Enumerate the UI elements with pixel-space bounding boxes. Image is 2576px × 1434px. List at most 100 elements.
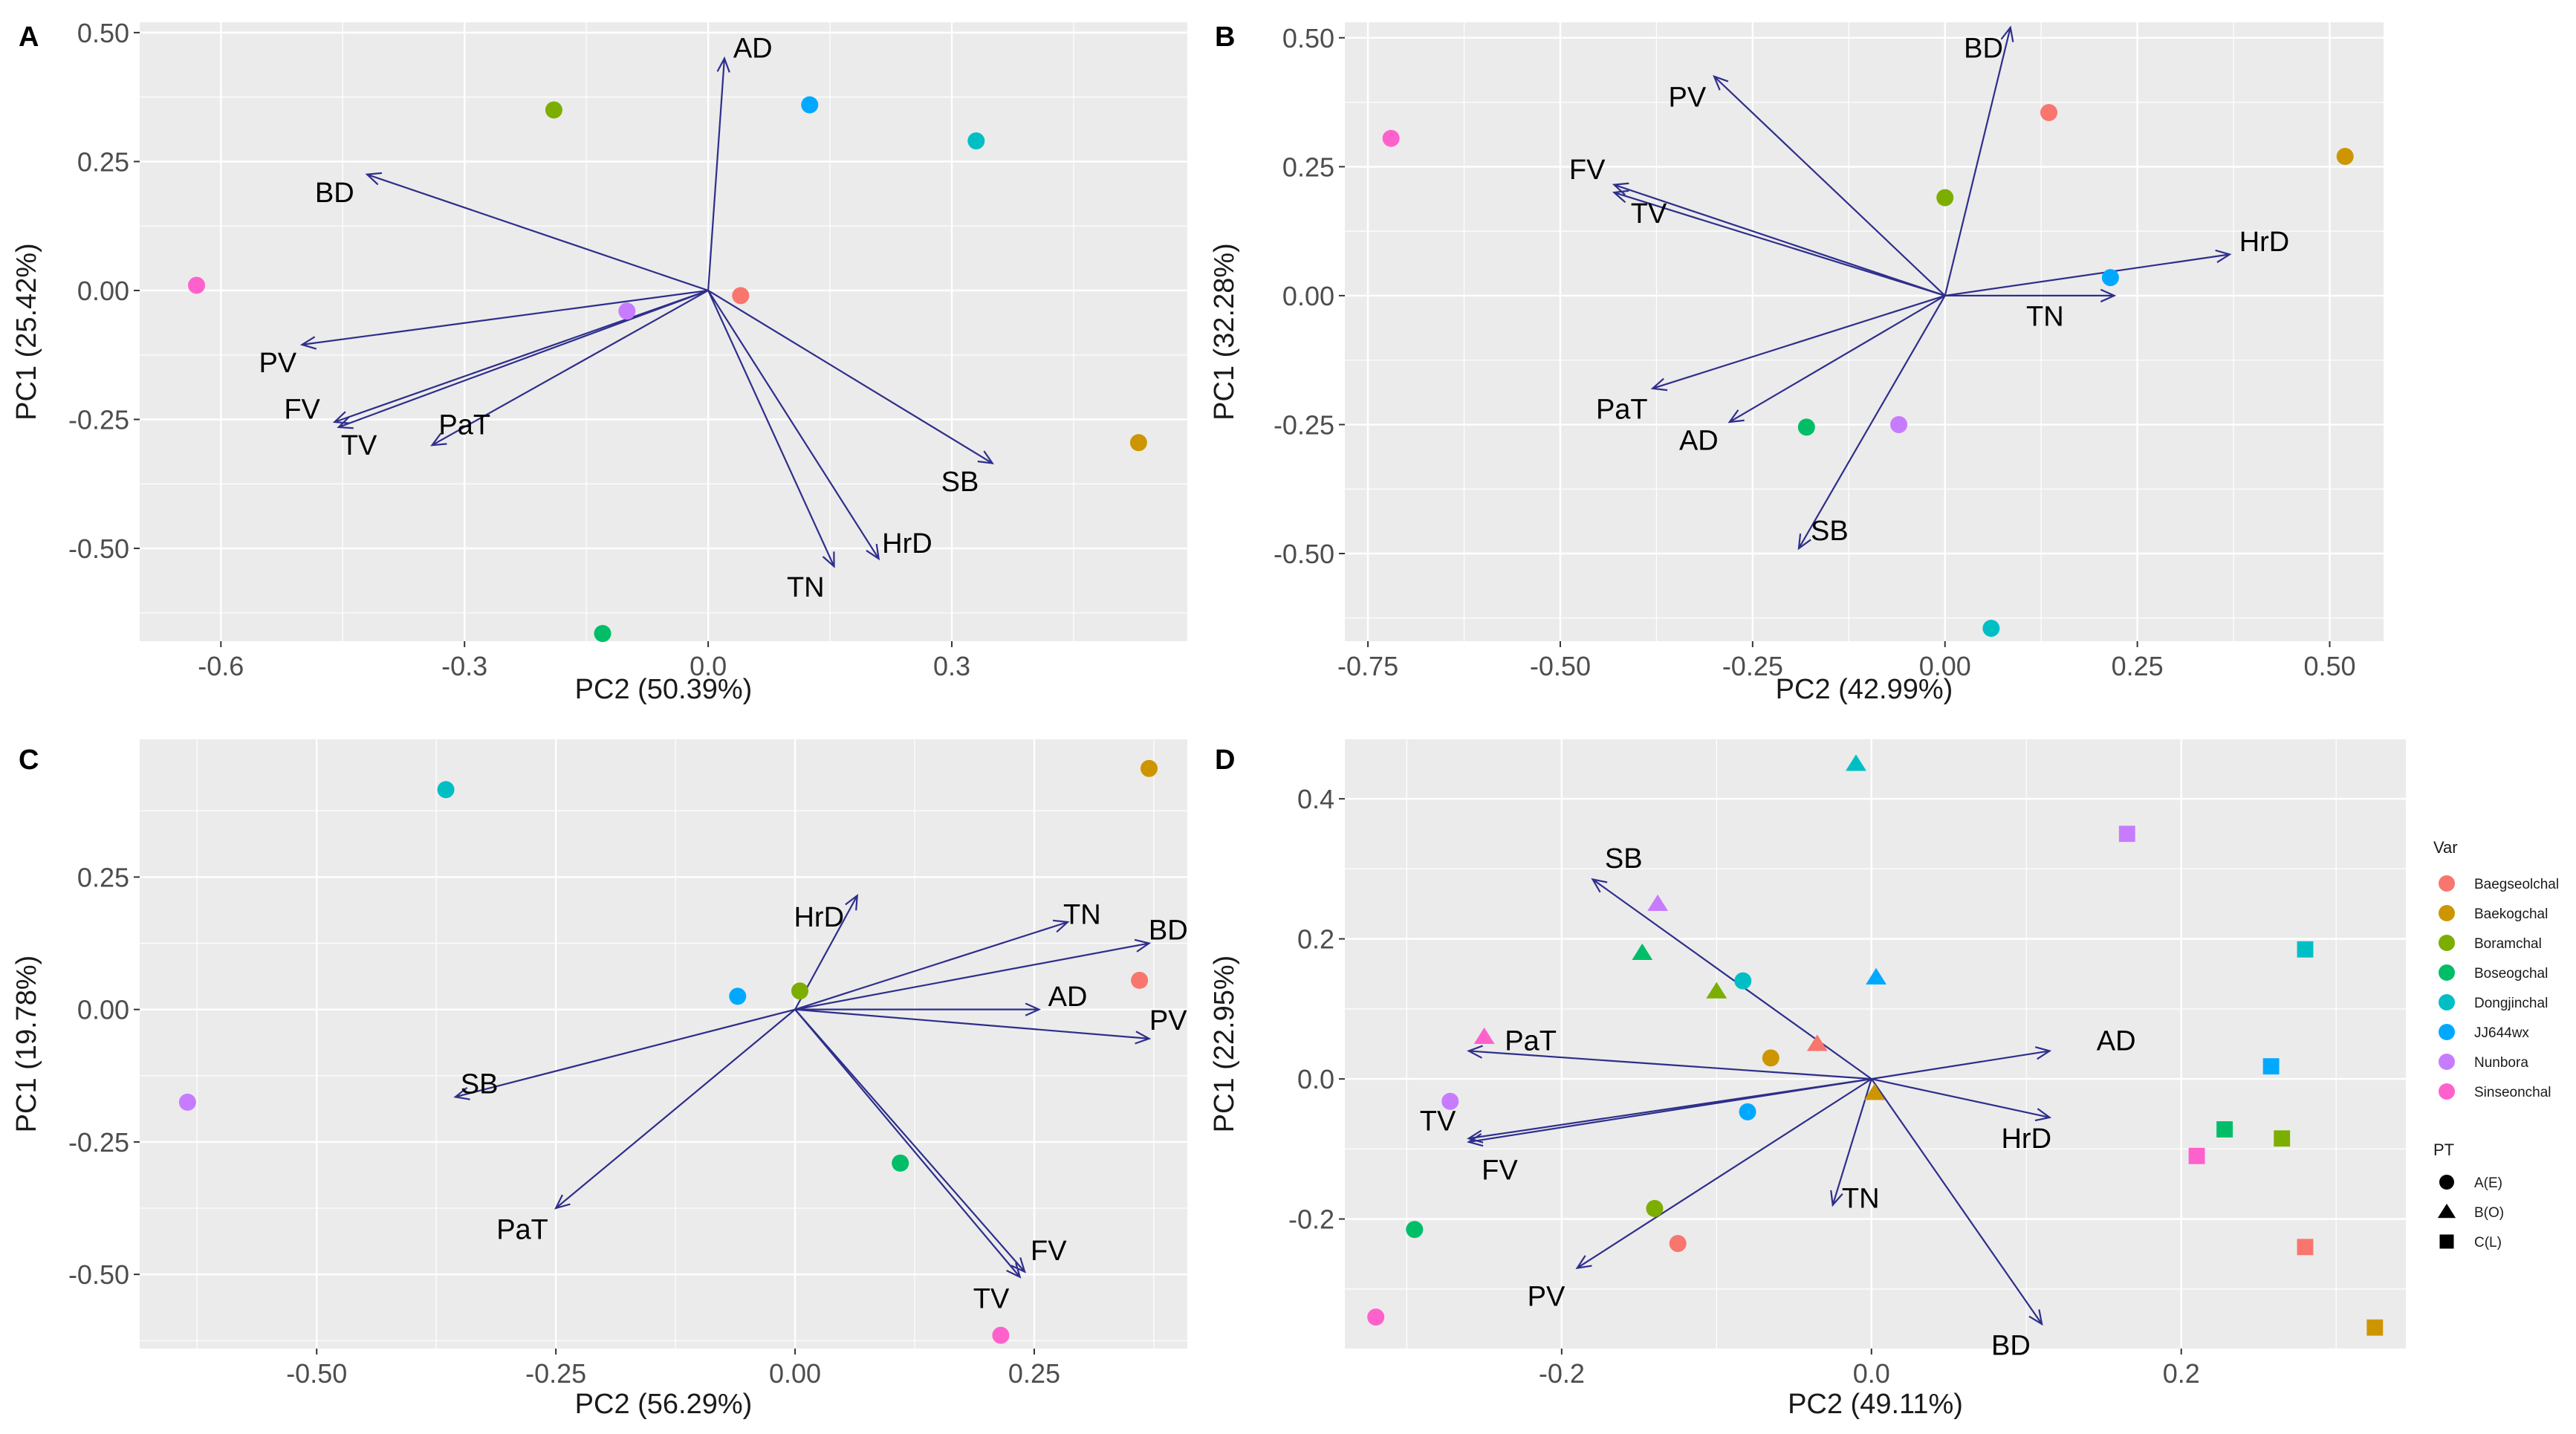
plot-background xyxy=(1345,739,2406,1349)
arrow-head xyxy=(2034,1108,2052,1122)
x-tick-label: 0.25 xyxy=(1008,1358,1060,1389)
arrow-head xyxy=(716,56,730,73)
legend-label: Boseogchal xyxy=(2474,966,2548,982)
loading-arrow-fv xyxy=(1468,1078,1872,1143)
loading-label-ad: AD xyxy=(2097,1025,2136,1057)
panel-b: -0.75 -0.50 -0.25 0.00 0.25 0.50 0.50 0.25 0.00 -… xyxy=(1209,22,2384,705)
loading-label-pat: PaT xyxy=(438,409,490,441)
point-dongjinchal xyxy=(1734,972,1752,990)
arrow-head xyxy=(1797,533,1811,551)
x-tick-label: -0.50 xyxy=(1530,651,1591,681)
arrow-head xyxy=(430,432,447,447)
loading-label-fv: FV xyxy=(1031,1236,1067,1267)
arrow-head xyxy=(1025,1002,1042,1016)
y-tick-label: -0.50 xyxy=(68,533,129,564)
legend-pt-title: PT xyxy=(2433,1141,2454,1159)
y-tick-label: -0.50 xyxy=(68,1259,129,1290)
loading-arrow-sb xyxy=(1592,878,1872,1080)
loading-label-bd: BD xyxy=(315,178,354,209)
loading-label-sb: SB xyxy=(1605,843,1643,875)
arrow-head xyxy=(365,172,383,186)
point-baegseolchal xyxy=(2297,1239,2314,1256)
point-baegseolchal xyxy=(732,287,750,305)
legend-label: Nunbora xyxy=(2474,1055,2528,1071)
loading-arrow-tn xyxy=(707,290,835,567)
legend-key-boramchal xyxy=(2439,935,2455,951)
legend-key-boseogchal xyxy=(2439,964,2455,981)
point-nunbora xyxy=(618,302,636,320)
y-tick-label: -0.25 xyxy=(68,1127,129,1158)
loading-label-pv: PV xyxy=(1668,82,1706,114)
arrow-head xyxy=(1135,1031,1152,1045)
point-boseogchal xyxy=(2216,1121,2233,1138)
point-baegseolchal xyxy=(1669,1235,1687,1253)
loading-arrow-pat xyxy=(431,290,709,447)
loading-label-tn: TN xyxy=(1063,899,1101,930)
loading-label-tn: TN xyxy=(787,572,825,603)
x-tick-label: 0.0 xyxy=(690,651,727,681)
point-boramchal xyxy=(2274,1130,2291,1147)
arrow-head xyxy=(845,893,859,911)
loading-label-tv: TV xyxy=(1420,1106,1456,1138)
loading-arrow-pat xyxy=(1468,1050,1872,1080)
point-baegseolchal xyxy=(1131,971,1149,989)
point-dongjinchal xyxy=(2297,941,2314,958)
loading-arrow-bd xyxy=(366,173,709,292)
loading-arrow-tv xyxy=(1614,192,1946,296)
arrow-head xyxy=(1727,409,1745,424)
loading-label-hrd: HrD xyxy=(2239,227,2290,258)
point-sinseonchal xyxy=(1473,1027,1495,1045)
loading-arrow-hrd xyxy=(707,290,880,559)
arrow-head xyxy=(866,543,880,561)
x-axis-title: PC2 (50.39%) xyxy=(575,674,753,705)
panel-a: -0.6 -0.3 0.0 0.3 0.50 0.25 0.00 -0.25 -0.50 PC2 … xyxy=(11,18,1187,705)
loading-label-hrd: HrD xyxy=(794,902,844,933)
loading-arrow-bd xyxy=(794,942,1149,1010)
x-tick-label: 0.00 xyxy=(769,1358,821,1389)
x-tick-label: -0.2 xyxy=(1539,1358,1585,1389)
loading-arrow-sb xyxy=(455,1008,796,1098)
point-boseogchal xyxy=(892,1154,909,1172)
legend-label: Baekogchal xyxy=(2474,906,2548,922)
loading-arrow-pat xyxy=(1652,294,1946,389)
y-tick-label: 0.00 xyxy=(77,995,129,1025)
legend-key-baegseolchal xyxy=(2439,875,2455,892)
x-tick-label: 0.3 xyxy=(933,651,970,681)
loading-label-sb: SB xyxy=(461,1068,499,1100)
loading-label-bd: BD xyxy=(1964,33,2003,65)
point-nunbora xyxy=(178,1093,196,1111)
loading-arrow-pat xyxy=(555,1008,796,1209)
y-tick-label: 0.0 xyxy=(1297,1064,1334,1094)
y-tick-label: 0.2 xyxy=(1297,924,1334,955)
y-tick-label: 0.25 xyxy=(77,146,129,177)
loading-arrow-pv xyxy=(1577,1078,1872,1269)
x-tick-label: -0.50 xyxy=(286,1358,347,1389)
loading-arrow-fv xyxy=(794,1008,1025,1273)
loading-arrow-ad xyxy=(707,58,726,291)
x-tick-label: -0.3 xyxy=(441,651,487,681)
panel-tag: C xyxy=(19,744,39,776)
x-tick-label: -0.75 xyxy=(1337,651,1398,681)
x-tick-label: 0.0 xyxy=(1853,1358,1890,1389)
plot-background xyxy=(1345,22,2384,641)
plot-background xyxy=(140,22,1187,641)
arrow-head xyxy=(332,411,350,424)
loading-label-ad: AD xyxy=(733,33,773,65)
legend-label: Baegseolchal xyxy=(2474,877,2559,892)
y-tick-label: 0.50 xyxy=(1282,23,1334,53)
y-axis-title: PC1 (32.28%) xyxy=(1209,243,1240,421)
point-dongjinchal xyxy=(437,781,455,799)
loading-label-pat: PaT xyxy=(1596,395,1648,426)
point-boramchal xyxy=(545,101,562,119)
arrow-head xyxy=(554,1194,571,1210)
arrow-head xyxy=(1134,938,1152,953)
point-nunbora xyxy=(1441,1092,1459,1110)
point-sinseonchal xyxy=(1367,1308,1385,1326)
loading-label-hrd: HrD xyxy=(2001,1123,2051,1155)
legend-key-nunbora xyxy=(2439,1054,2455,1070)
point-dongjinchal xyxy=(1846,754,1866,771)
loading-arrow-bd xyxy=(1944,27,2011,296)
loading-label-fv: FV xyxy=(1482,1155,1518,1187)
panel-tag: D xyxy=(1215,744,1235,776)
arrow-head xyxy=(1053,919,1070,933)
